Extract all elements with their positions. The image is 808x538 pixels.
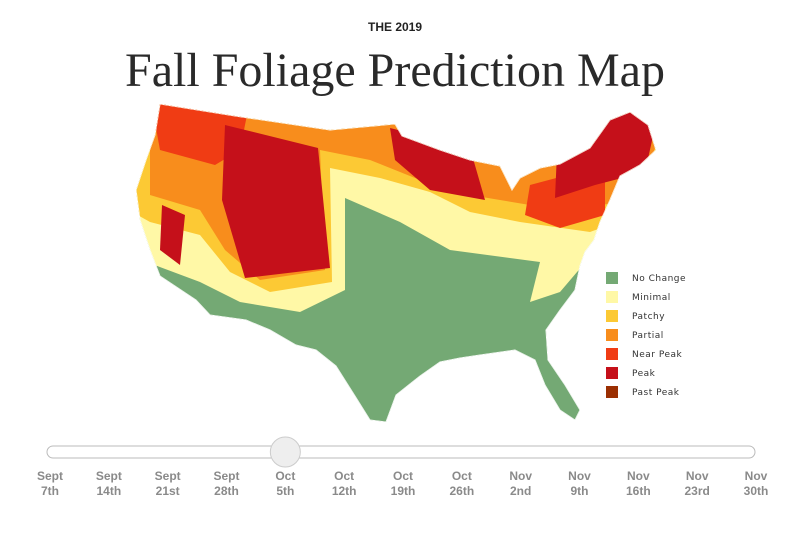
legend-label: Peak <box>632 369 656 379</box>
date-month[interactable]: Oct <box>393 469 413 483</box>
date-day[interactable]: 26th <box>449 484 474 498</box>
legend-label: Patchy <box>632 312 665 322</box>
legend-label: Near Peak <box>632 350 683 360</box>
date-day[interactable]: 21st <box>156 484 180 498</box>
date-day[interactable]: 23rd <box>684 484 709 498</box>
map <box>136 104 656 422</box>
slider-thumb[interactable] <box>269 436 301 468</box>
date-day[interactable]: 16th <box>626 484 651 498</box>
date-month[interactable]: Sept <box>96 469 122 483</box>
legend-label: Past Peak <box>632 388 680 398</box>
slider-track[interactable] <box>46 445 756 459</box>
date-day[interactable]: 5th <box>276 484 294 498</box>
date-month[interactable]: Nov <box>745 469 768 483</box>
title: Fall Foliage Prediction Map <box>125 44 665 97</box>
legend-label: Minimal <box>632 293 671 303</box>
date-day[interactable]: 9th <box>571 484 589 498</box>
date-month[interactable]: Oct <box>334 469 354 483</box>
legend-swatch <box>606 272 618 284</box>
legend-swatch <box>606 348 618 360</box>
date-day[interactable]: 12th <box>332 484 357 498</box>
date-month[interactable]: Nov <box>568 469 591 483</box>
date-month[interactable]: Nov <box>509 469 532 483</box>
date-month[interactable]: Oct <box>452 469 472 483</box>
date-day[interactable]: 28th <box>214 484 239 498</box>
date-month[interactable]: Sept <box>155 469 181 483</box>
date-day[interactable]: 2nd <box>510 484 531 498</box>
date-day[interactable]: 14th <box>96 484 121 498</box>
date-month[interactable]: Sept <box>213 469 239 483</box>
legend-swatch <box>606 367 618 379</box>
date-month[interactable]: Oct <box>275 469 295 483</box>
date-day[interactable]: 7th <box>41 484 59 498</box>
legend-label: Partial <box>632 331 664 341</box>
kicker: THE 2019 <box>368 20 422 34</box>
legend-swatch <box>606 329 618 341</box>
legend-swatch <box>606 386 618 398</box>
legend-swatch <box>606 310 618 322</box>
date-month[interactable]: Sept <box>37 469 63 483</box>
legend-swatch <box>606 291 618 303</box>
date-month[interactable]: Nov <box>686 469 709 483</box>
date-day[interactable]: 19th <box>391 484 416 498</box>
timeline: Sept7thSept14thSept21stSept28thOct5thOct… <box>37 469 768 498</box>
date-month[interactable]: Nov <box>627 469 650 483</box>
legend-label: No Change <box>632 274 686 284</box>
legend: No Change Minimal Patchy Partial Near Peak Pe… <box>606 272 686 398</box>
date-day[interactable]: 30th <box>744 484 769 498</box>
